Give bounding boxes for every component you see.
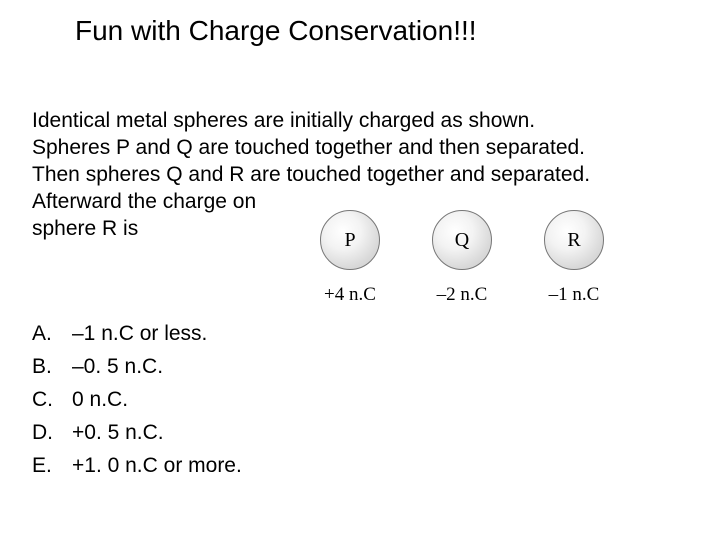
sphere-p: P +4 n.C bbox=[320, 210, 380, 306]
answer-c: C. 0 n.C. bbox=[32, 388, 242, 412]
answer-letter-c: C. bbox=[32, 388, 72, 412]
body-line-5: sphere R is bbox=[32, 217, 138, 240]
body-line-3: Then spheres Q and R are touched togethe… bbox=[32, 163, 590, 186]
answer-e: E. +1. 0 n.C or more. bbox=[32, 454, 242, 478]
answer-list: A. –1 n.C or less. B. –0. 5 n.C. C. 0 n.… bbox=[32, 322, 242, 487]
sphere-circle-p: P bbox=[320, 210, 380, 270]
answer-text-d: +0. 5 n.C. bbox=[72, 421, 164, 445]
body-line-2: Spheres P and Q are touched together and… bbox=[32, 136, 585, 159]
sphere-charge-q: –2 n.C bbox=[437, 284, 488, 306]
body-line-1: Identical metal spheres are initially ch… bbox=[32, 109, 535, 132]
sphere-r: R –1 n.C bbox=[544, 210, 604, 306]
answer-text-e: +1. 0 n.C or more. bbox=[72, 454, 242, 478]
answer-text-b: –0. 5 n.C. bbox=[72, 355, 163, 379]
answer-text-c: 0 n.C. bbox=[72, 388, 128, 412]
page-title: Fun with Charge Conservation!!! bbox=[75, 15, 477, 47]
answer-text-a: –1 n.C or less. bbox=[72, 322, 207, 346]
sphere-charge-r: –1 n.C bbox=[549, 284, 600, 306]
answer-letter-e: E. bbox=[32, 454, 72, 478]
answer-letter-a: A. bbox=[32, 322, 72, 346]
answer-letter-d: D. bbox=[32, 421, 72, 445]
answer-a: A. –1 n.C or less. bbox=[32, 322, 242, 346]
sphere-circle-r: R bbox=[544, 210, 604, 270]
answer-b: B. –0. 5 n.C. bbox=[32, 355, 242, 379]
spheres-diagram: P +4 n.C Q –2 n.C R –1 n.C bbox=[320, 210, 604, 306]
sphere-q: Q –2 n.C bbox=[432, 210, 492, 306]
sphere-charge-p: +4 n.C bbox=[324, 284, 376, 306]
answer-letter-b: B. bbox=[32, 355, 72, 379]
sphere-circle-q: Q bbox=[432, 210, 492, 270]
body-line-4: Afterward the charge on bbox=[32, 190, 256, 213]
answer-d: D. +0. 5 n.C. bbox=[32, 421, 242, 445]
